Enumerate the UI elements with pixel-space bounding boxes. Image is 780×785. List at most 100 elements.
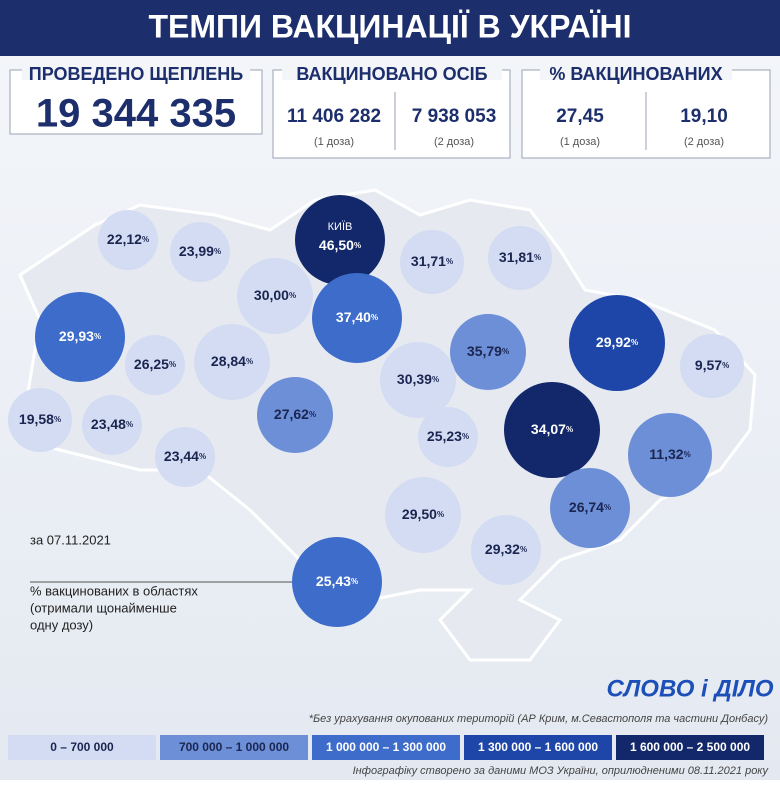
region-value: 19,58 (19, 411, 54, 427)
region-unit: % (534, 253, 541, 262)
region-value: 30,39 (397, 371, 432, 387)
region-label: 29,32% (485, 541, 527, 557)
region-bubble (292, 537, 382, 627)
region-value: 26,25 (134, 356, 169, 372)
region-value: 37,40 (336, 309, 371, 325)
region-value: 23,99 (179, 243, 214, 259)
region-value: 29,32 (485, 541, 520, 557)
region-value: 30,00 (254, 287, 289, 303)
region-bubble (295, 195, 385, 285)
legend-swatch (464, 735, 612, 760)
region-bubble (35, 292, 125, 382)
legend-label: 1 000 000 – 1 300 000 (326, 740, 446, 754)
region-label: 26,74% (569, 499, 611, 515)
region-unit: % (199, 452, 206, 461)
region-label: 19,58% (19, 411, 61, 427)
region-value: 29,92 (596, 334, 631, 350)
region-bubble (237, 258, 313, 334)
region-bubble (504, 382, 600, 478)
region-unit: % (631, 338, 638, 347)
region-bubble (312, 273, 402, 363)
legend-label: 0 – 700 000 (50, 740, 114, 754)
region-unit: % (437, 510, 444, 519)
region-bubble (418, 407, 478, 467)
region-label: 30,39% (397, 371, 439, 387)
region-bubble (400, 230, 464, 294)
region-label: 28,84% (211, 353, 253, 369)
region-unit: % (246, 357, 253, 366)
stat-value: 11 406 282 (287, 106, 381, 127)
region-label: 22,12% (107, 231, 149, 247)
region-value: 35,79 (467, 343, 502, 359)
region-value: 22,12 (107, 231, 142, 247)
region-unit: % (371, 313, 378, 322)
region-value: 11,32 (649, 446, 683, 462)
region-bubble (8, 388, 72, 452)
region-unit: % (142, 235, 149, 244)
region-label: 31,71% (411, 253, 453, 269)
footnote: *Без урахування окупованих територій (АР… (309, 713, 769, 725)
region-value: 23,44 (164, 448, 199, 464)
region-unit: % (354, 241, 361, 250)
legend-label: 1 600 000 – 2 500 000 (630, 740, 750, 754)
legend-label: 700 000 – 1 000 000 (179, 740, 289, 754)
region-value: 31,81 (499, 249, 534, 265)
region-label: 25,43% (316, 573, 358, 589)
region-unit: % (432, 375, 439, 384)
region-value: 29,93 (59, 328, 94, 344)
region-label: 35,79% (467, 343, 509, 359)
date: за 07.11.2021 (30, 532, 111, 547)
label-bg (282, 64, 502, 80)
region-value: 25,43 (316, 573, 351, 589)
region-unit: % (502, 347, 509, 356)
map-note: (отримали щонайменше (30, 600, 177, 615)
stat-label: ВАКЦИНОВАНО ОСІБ (296, 64, 487, 84)
region-unit: % (94, 332, 101, 341)
region-label: 31,81% (499, 249, 541, 265)
region-bubble (569, 295, 665, 391)
stat-value: 27,45 (556, 106, 604, 127)
region-label: 26,25% (134, 356, 176, 372)
region-value: 34,07 (531, 421, 566, 437)
region-bubble (82, 395, 142, 455)
region-unit: % (604, 503, 611, 512)
region-value: 23,48 (91, 416, 126, 432)
region-bubble (155, 427, 215, 487)
header-bar (0, 0, 780, 56)
region-bubble (385, 477, 461, 553)
label-bg (540, 64, 732, 80)
stat-note: (1 доза) (314, 136, 354, 148)
stat-value: 19 344 335 (36, 92, 236, 136)
region-unit: % (684, 450, 691, 459)
region-value: 25,23 (427, 428, 462, 444)
region-unit: % (722, 361, 729, 370)
title: ТЕМПИ ВАКЦИНАЦІЇ В УКРАЇНІ (148, 8, 631, 44)
stat-value: 7 938 053 (412, 106, 497, 127)
region-value: 9,57 (695, 357, 722, 373)
region-bubble (680, 334, 744, 398)
region-label: 9,57% (695, 357, 729, 373)
legend-swatch (616, 735, 764, 760)
region-bubble (471, 515, 541, 585)
region-unit: % (351, 577, 358, 586)
region-value: 46,50 (319, 237, 354, 253)
stat-note: (2 доза) (434, 136, 474, 148)
legend-swatch (8, 735, 156, 760)
region-bubble (380, 342, 456, 418)
region-label: 25,23% (427, 428, 469, 444)
source: Інфографіку створено за даними МОЗ Украї… (353, 765, 770, 777)
region-label: 27,62% (274, 406, 316, 422)
region-label: 34,07% (531, 421, 573, 437)
region-label: 29,50% (402, 506, 444, 522)
logo: СЛОВО і ДІЛО (606, 675, 773, 702)
legend-label: 1 300 000 – 1 600 000 (478, 740, 598, 754)
region-bubble (98, 210, 158, 270)
legend-swatch (160, 735, 308, 760)
region-label: 23,99% (179, 243, 221, 259)
region-bubble (628, 413, 712, 497)
region-unit: % (289, 291, 296, 300)
region-bubble (125, 335, 185, 395)
region-label: 29,92% (596, 334, 638, 350)
